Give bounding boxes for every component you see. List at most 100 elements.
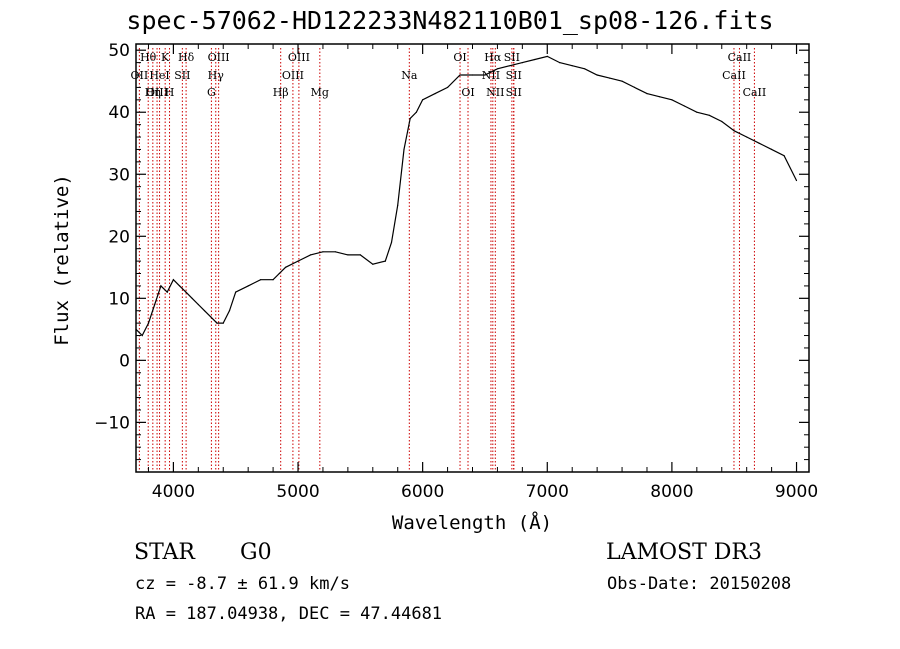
line-label-12: Hβ <box>273 86 289 99</box>
x-tick-label: 9000 <box>775 482 818 502</box>
data-point-35 <box>422 99 424 101</box>
y-tick-label: −10 <box>94 413 130 433</box>
plot-frame <box>135 43 810 473</box>
data-point-15 <box>228 310 231 312</box>
data-point-26 <box>347 254 349 256</box>
spectrum-series <box>135 55 798 337</box>
line-label-21: NII <box>482 69 500 82</box>
coordinates: RA = 187.04938, DEC = 47.44681 <box>135 604 443 624</box>
x-tick-label: 8000 <box>650 482 693 502</box>
line-label-16: Na <box>401 69 418 82</box>
data-point-38 <box>459 74 461 76</box>
data-point-34 <box>415 111 417 113</box>
y-tick-label: 10 <box>108 289 130 309</box>
data-point-32 <box>403 148 405 150</box>
data-point-55 <box>671 99 673 101</box>
data-point-36 <box>434 93 436 95</box>
survey-label: LAMOST DR3 <box>606 540 762 565</box>
data-point-56 <box>683 105 686 107</box>
data-point-5 <box>166 291 168 293</box>
data-point-30 <box>390 241 393 244</box>
data-point-58 <box>708 114 710 116</box>
redshift-readout: cz = -8.7 ± 61.9 km/s <box>135 574 350 594</box>
data-point-12 <box>210 316 212 318</box>
data-point-60 <box>733 130 735 132</box>
y-tick-label: 30 <box>108 165 130 185</box>
obs-date: Obs-Date: 20150208 <box>607 574 792 594</box>
data-point-41 <box>496 68 498 70</box>
line-label-9: OIII <box>208 51 230 64</box>
data-point-57 <box>696 111 698 113</box>
data-point-51 <box>621 80 623 82</box>
data-point-40 <box>484 74 486 76</box>
data-point-21 <box>285 266 287 268</box>
subclass-label: G0 <box>240 540 272 565</box>
line-label-11: G <box>207 86 216 99</box>
data-point-63 <box>771 148 773 150</box>
data-point-17 <box>247 285 249 287</box>
x-tick-label: 5000 <box>276 482 319 502</box>
line-label-0: Hθ <box>140 51 157 64</box>
line-label-19: Hα <box>484 51 502 64</box>
data-point-52 <box>633 86 636 88</box>
data-point-65 <box>795 179 798 182</box>
y-axis: −10 0 10 20 30 40 50 <box>94 41 809 461</box>
line-label-10: Hγ <box>208 69 225 82</box>
data-point-24 <box>322 251 324 253</box>
data-point-25 <box>334 251 336 253</box>
data-point-3 <box>154 303 156 306</box>
line-label-24: SII <box>506 86 522 99</box>
data-point-29 <box>384 260 386 262</box>
line-label-22: NII <box>486 86 504 99</box>
line-label-17: OI <box>453 51 466 64</box>
y-tick-label: 0 <box>119 351 130 371</box>
line-label-13: OIII <box>288 51 310 64</box>
line-label-23: SII <box>506 69 522 82</box>
data-point-64 <box>783 155 785 157</box>
line-label-5: SII <box>174 69 190 82</box>
line-label-25: CaII <box>728 51 752 64</box>
data-point-23 <box>309 254 312 256</box>
data-point-13 <box>216 322 218 324</box>
data-point-44 <box>534 58 536 61</box>
data-point-14 <box>222 322 224 324</box>
data-point-49 <box>596 74 598 76</box>
data-point-20 <box>278 272 280 275</box>
data-point-48 <box>584 68 586 70</box>
y-tick-label: 50 <box>108 41 130 61</box>
data-point-9 <box>191 297 193 299</box>
line-label-20: SII <box>504 51 520 64</box>
data-point-22 <box>297 260 299 262</box>
data-point-37 <box>447 86 449 88</box>
x-tick-label: 7000 <box>526 482 569 502</box>
x-axis: 4000 5000 6000 7000 8000 9000 <box>147 44 818 502</box>
line-label-15: Mg <box>311 86 329 99</box>
line-label-1: K <box>161 51 170 64</box>
data-point-18 <box>260 279 262 281</box>
data-point-27 <box>359 254 361 256</box>
data-point-59 <box>721 120 723 123</box>
data-point-54 <box>658 96 661 98</box>
line-label-18: OI <box>461 86 474 99</box>
data-point-62 <box>758 142 760 144</box>
data-point-33 <box>409 117 411 119</box>
data-point-16 <box>235 291 237 293</box>
data-point-46 <box>559 62 561 64</box>
data-point-43 <box>521 62 524 64</box>
data-point-28 <box>372 263 374 265</box>
x-tick-label: 6000 <box>401 482 444 502</box>
line-label-27: CaII <box>743 86 767 99</box>
data-point-45 <box>546 55 548 58</box>
data-point-8 <box>185 291 187 293</box>
data-point-19 <box>272 279 274 281</box>
data-point-61 <box>746 136 748 138</box>
data-point-42 <box>509 65 511 67</box>
data-point-6 <box>172 279 174 281</box>
data-point-50 <box>609 77 611 79</box>
x-tick-label: 4000 <box>152 482 195 502</box>
data-point-10 <box>197 303 199 306</box>
line-label-2: Hδ <box>178 51 195 64</box>
line-label-4: HeI <box>149 69 169 82</box>
